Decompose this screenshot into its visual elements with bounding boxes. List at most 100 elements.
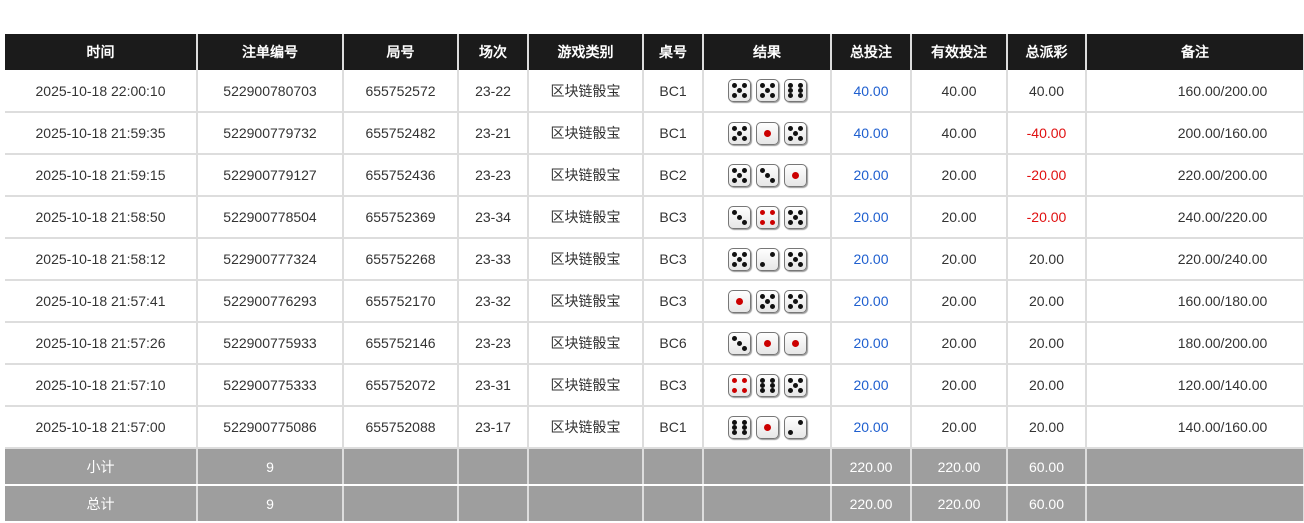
round-cell: 655752369: [343, 196, 459, 239]
result-cell: [703, 154, 832, 197]
table-cell: BC1: [643, 70, 704, 113]
die-1-icon: [755, 121, 779, 145]
result-cell: [703, 280, 832, 323]
game-cell: 区块链骰宝: [528, 112, 644, 155]
dice-result: [727, 121, 807, 145]
die-6-icon: [783, 79, 807, 102]
die-4-icon: [755, 205, 779, 229]
col-result: 结果: [703, 34, 832, 70]
footer-total-bet: 220.00: [831, 485, 912, 523]
remark-cell: 160.00/200.00: [1086, 70, 1304, 113]
game-cell: 区块链骰宝: [528, 154, 644, 197]
total-bet-cell: 20.00: [831, 322, 912, 365]
total-bet-cell: 20.00: [831, 154, 912, 197]
die-4-icon: [727, 373, 751, 397]
time-cell: 2025-10-18 21:58:50: [5, 196, 198, 239]
die-1-icon: [783, 331, 807, 355]
die-5-icon: [783, 373, 807, 397]
footer-valid-bet: 220.00: [911, 448, 1008, 486]
die-1-icon: [727, 289, 751, 313]
table-cell: BC3: [643, 238, 704, 281]
valid-bet-cell: 20.00: [911, 322, 1008, 365]
remark-cell: 200.00/160.00: [1086, 112, 1304, 155]
round-cell: 655752170: [343, 280, 459, 323]
die-6-icon: [727, 415, 751, 439]
time-cell: 2025-10-18 22:00:10: [5, 70, 198, 113]
session-cell: 23-17: [458, 406, 529, 449]
footer-total-bet: 220.00: [831, 448, 912, 486]
table-cell: BC1: [643, 406, 704, 449]
dice-result: [727, 247, 807, 271]
total-bet-cell: 20.00: [831, 238, 912, 281]
dice-result: [727, 205, 807, 229]
time-cell: 2025-10-18 21:59:35: [5, 112, 198, 155]
session-cell: 23-23: [458, 154, 529, 197]
die-5-icon: [783, 289, 807, 313]
valid-bet-cell: 40.00: [911, 112, 1008, 155]
remark-cell: 180.00/200.00: [1086, 322, 1304, 365]
die-5-icon: [783, 247, 807, 271]
total-row: 总计 9 220.00 220.00 60.00: [5, 485, 1304, 523]
die-5-icon: [727, 79, 751, 102]
time-cell: 2025-10-18 21:59:15: [5, 154, 198, 197]
result-cell: [703, 70, 832, 113]
col-session: 场次: [458, 34, 529, 70]
remark-cell: 220.00/200.00: [1086, 154, 1304, 197]
remark-cell: 120.00/140.00: [1086, 364, 1304, 407]
die-5-icon: [755, 79, 779, 102]
bet-id-cell: 522900779732: [197, 112, 344, 155]
col-round: 局号: [343, 34, 459, 70]
table-row: 2025-10-18 21:57:41 522900776293 655752170…: [5, 280, 1304, 323]
footer-empty-cell: [458, 485, 529, 523]
result-cell: [703, 406, 832, 449]
remark-cell: 140.00/160.00: [1086, 406, 1304, 449]
bet-id-cell: 522900779127: [197, 154, 344, 197]
game-cell: 区块链骰宝: [528, 322, 644, 365]
footer-empty-cell: [528, 448, 644, 486]
die-1-icon: [783, 163, 807, 187]
round-cell: 655752482: [343, 112, 459, 155]
game-cell: 区块链骰宝: [528, 70, 644, 113]
die-5-icon: [727, 163, 751, 187]
table-cell: BC2: [643, 154, 704, 197]
total-bet-cell: 40.00: [831, 70, 912, 113]
total-bet-cell: 20.00: [831, 406, 912, 449]
time-cell: 2025-10-18 21:57:41: [5, 280, 198, 323]
session-cell: 23-23: [458, 322, 529, 365]
payout-cell: -40.00: [1007, 112, 1087, 155]
session-cell: 23-34: [458, 196, 529, 239]
valid-bet-cell: 40.00: [911, 70, 1008, 113]
table-cell: BC3: [643, 364, 704, 407]
dice-result: [727, 331, 807, 355]
session-cell: 23-33: [458, 238, 529, 281]
payout-cell: 20.00: [1007, 322, 1087, 365]
payout-cell: -20.00: [1007, 196, 1087, 239]
footer-count: 9: [197, 448, 344, 486]
dice-result: [727, 163, 807, 187]
footer-empty-cell: [458, 448, 529, 486]
table-row: 2025-10-18 21:57:00 522900775086 655752088…: [5, 406, 1304, 449]
valid-bet-cell: 20.00: [911, 280, 1008, 323]
table-cell: BC6: [643, 322, 704, 365]
table-cell: BC1: [643, 112, 704, 155]
game-cell: 区块链骰宝: [528, 406, 644, 449]
payout-cell: 20.00: [1007, 280, 1087, 323]
die-3-icon: [727, 331, 751, 355]
table-row: 2025-10-18 21:59:15 522900779127 655752436…: [5, 154, 1304, 197]
time-cell: 2025-10-18 21:57:26: [5, 322, 198, 365]
table-row: 2025-10-18 21:59:35 522900779732 655752482…: [5, 112, 1304, 155]
game-cell: 区块链骰宝: [528, 238, 644, 281]
bet-id-cell: 522900775933: [197, 322, 344, 365]
remark-cell: 220.00/240.00: [1086, 238, 1304, 281]
bet-id-cell: 522900776293: [197, 280, 344, 323]
round-cell: 655752088: [343, 406, 459, 449]
die-2-icon: [755, 247, 779, 271]
col-bet-id: 注单编号: [197, 34, 344, 70]
col-time: 时间: [5, 34, 198, 70]
col-total-bet: 总投注: [831, 34, 912, 70]
payout-cell: 20.00: [1007, 238, 1087, 281]
round-cell: 655752072: [343, 364, 459, 407]
valid-bet-cell: 20.00: [911, 238, 1008, 281]
footer-payout: 60.00: [1007, 448, 1087, 486]
payout-cell: 20.00: [1007, 364, 1087, 407]
